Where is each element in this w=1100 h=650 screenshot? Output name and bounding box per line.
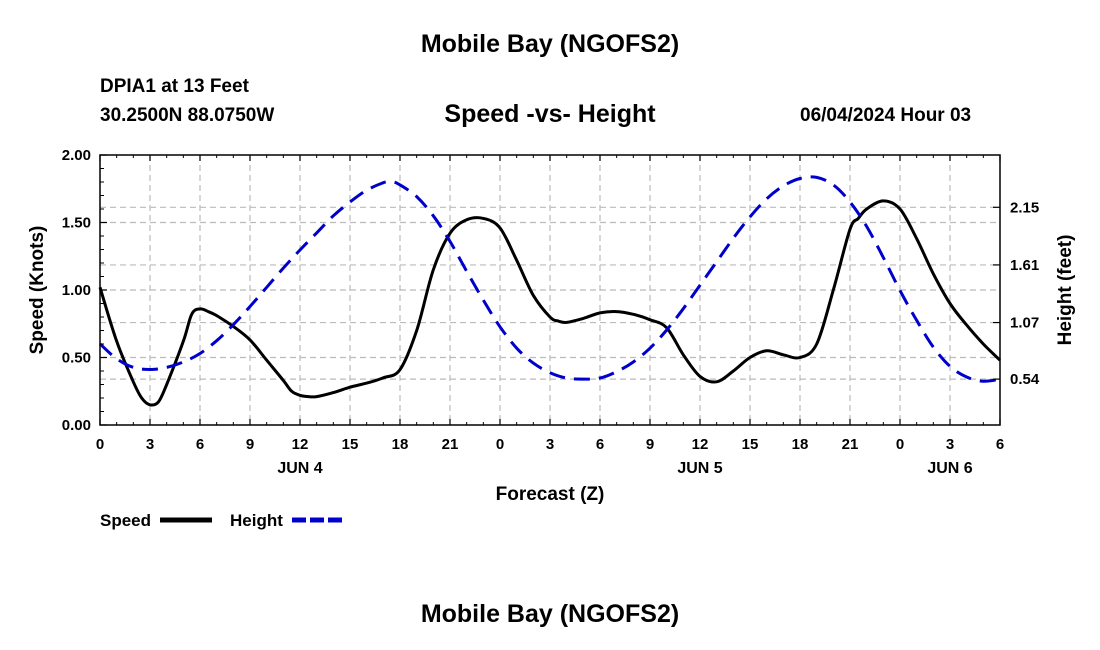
x-tick-label: 0 xyxy=(896,436,904,453)
x-tick-label: 21 xyxy=(842,436,859,453)
x-tick-label: 21 xyxy=(442,436,459,453)
series-lines xyxy=(98,175,1002,407)
y-right-tick-label: 1.07 xyxy=(1010,315,1039,332)
forecast-timestamp: 06/04/2024 Hour 03 xyxy=(800,105,972,126)
x-tick-label: 3 xyxy=(946,436,954,453)
y-left-tick-label: 2.00 xyxy=(62,147,91,164)
speed-series-line xyxy=(98,199,1002,407)
y-right-tick-label: 1.61 xyxy=(1010,257,1039,274)
x-tick-label: 0 xyxy=(496,436,504,453)
legend: Speed Height xyxy=(100,511,344,530)
grid-lines xyxy=(100,155,1000,425)
footer-title: Mobile Bay (NGOFS2) xyxy=(420,600,680,628)
y-right-tick-label: 0.54 xyxy=(1010,371,1040,388)
coordinates-label: 30.2500N 88.0750W xyxy=(100,105,275,126)
axes: 0 3 6 9 12 15 18 21 0 3 6 9 12 15 18 21 0 3 6 JUN 4 JUN 5 JUN… xyxy=(62,147,1040,477)
x-axis-label: Forecast (Z) xyxy=(496,484,605,505)
y-left-tick-label: 1.00 xyxy=(62,282,91,299)
x-tick-label: 15 xyxy=(742,436,759,453)
x-tick-label: 6 xyxy=(996,436,1004,453)
x-tick-label: 12 xyxy=(692,436,709,453)
x-tick-label: 6 xyxy=(196,436,204,453)
x-tick-label: 18 xyxy=(392,436,409,453)
y-axis-right-label: Height (feet) xyxy=(1055,235,1076,346)
x-tick-label: 3 xyxy=(546,436,554,453)
y-left-tick-label: 0.00 xyxy=(62,417,91,434)
y-left-tick-label: 1.50 xyxy=(62,215,91,232)
x-tick-label: 3 xyxy=(146,436,154,453)
x-tick-label: 9 xyxy=(246,436,254,453)
day-label: JUN 6 xyxy=(927,460,972,477)
x-tick-label: 9 xyxy=(646,436,654,453)
day-label: JUN 4 xyxy=(277,460,322,477)
x-tick-label: 18 xyxy=(792,436,809,453)
y-left-tick-label: 0.50 xyxy=(62,350,91,367)
x-tick-label: 6 xyxy=(596,436,604,453)
y-axis-left-label: Speed (Knots) xyxy=(27,226,48,355)
height-series-line xyxy=(98,175,1001,383)
day-label: JUN 5 xyxy=(677,460,722,477)
chart-title: Speed -vs- Height xyxy=(444,100,656,128)
station-label: DPIA1 at 13 Feet xyxy=(100,76,249,97)
x-tick-label: 12 xyxy=(292,436,309,453)
x-tick-label: 0 xyxy=(96,436,104,453)
x-tick-label: 15 xyxy=(342,436,359,453)
legend-label-height: Height xyxy=(230,511,283,530)
main-title: Mobile Bay (NGOFS2) xyxy=(420,30,680,58)
y-right-tick-label: 2.15 xyxy=(1010,199,1039,216)
legend-label-speed: Speed xyxy=(100,511,151,530)
